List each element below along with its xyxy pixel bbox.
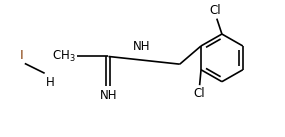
Text: CH$_3$: CH$_3$	[52, 49, 76, 64]
Text: Cl: Cl	[209, 4, 221, 17]
Text: I: I	[20, 49, 23, 62]
Text: H: H	[46, 76, 55, 89]
Text: NH: NH	[100, 89, 117, 102]
Text: NH: NH	[133, 40, 150, 53]
Text: Cl: Cl	[194, 87, 205, 100]
